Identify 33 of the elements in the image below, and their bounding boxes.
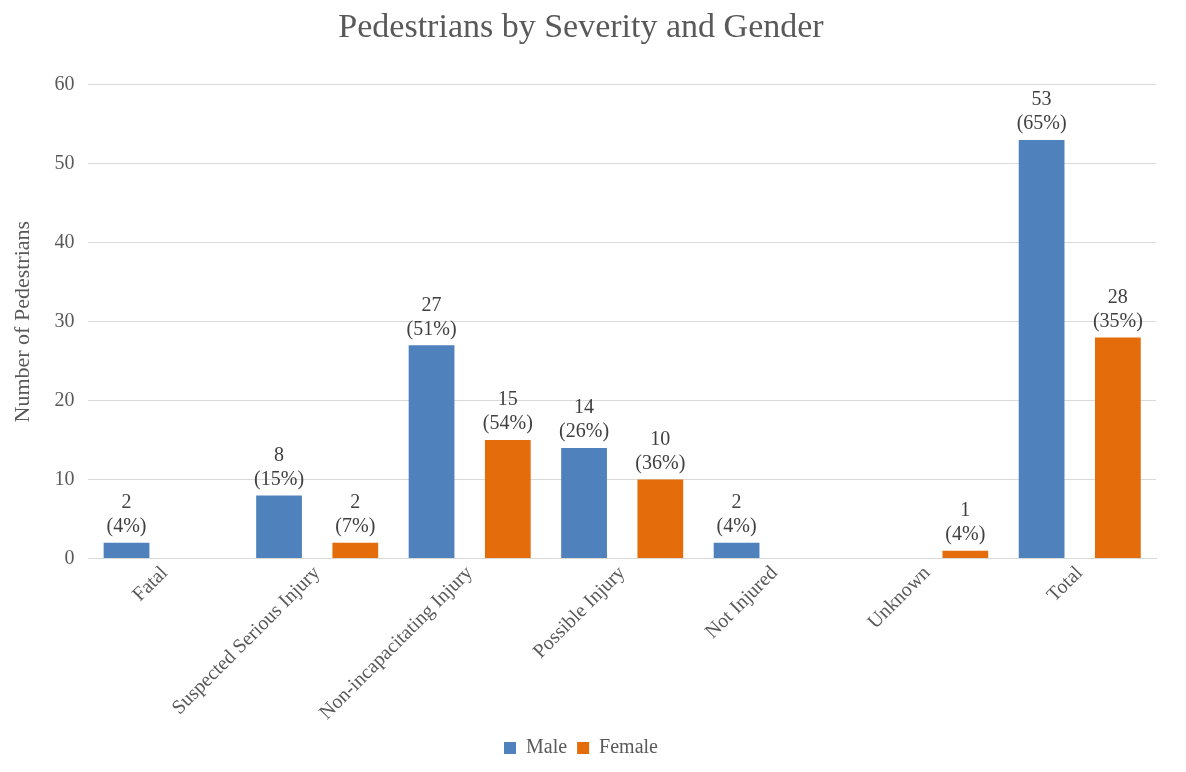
- data-label: 53 (65%): [1016, 87, 1067, 135]
- bar: [103, 542, 150, 559]
- y-tick-label: 0: [64, 545, 75, 568]
- bar: [713, 542, 760, 559]
- data-label: 27 (51%): [406, 292, 457, 340]
- bar: [1094, 337, 1141, 559]
- y-tick-label: 30: [54, 308, 75, 331]
- legend-label: Female: [599, 735, 659, 758]
- bar: [256, 495, 302, 559]
- data-label: 15 (54%): [482, 387, 533, 435]
- data-label: 14 (26%): [559, 395, 610, 443]
- data-label: 2 (4%): [716, 490, 757, 538]
- data-label: 2 (4%): [106, 490, 147, 538]
- y-tick-label: 50: [54, 151, 75, 174]
- bar: [408, 345, 455, 559]
- bar: [561, 448, 607, 559]
- y-tick-label: 20: [54, 387, 75, 410]
- bar: [484, 440, 531, 559]
- y-tick-label: 40: [54, 229, 75, 252]
- bar: [332, 542, 379, 559]
- legend-label: Male: [526, 735, 568, 758]
- data-label: 28 (35%): [1092, 284, 1143, 332]
- data-label: 10 (36%): [635, 426, 686, 474]
- y-tick-label: 10: [54, 466, 75, 489]
- data-label: 1 (4%): [945, 497, 986, 545]
- chart-title: Pedestrians by Severity and Gender: [338, 7, 825, 45]
- bar: [637, 479, 684, 559]
- data-label: 2 (7%): [335, 490, 376, 538]
- bar: [942, 550, 989, 559]
- y-axis-title: Number of Pedestrians: [8, 220, 34, 423]
- y-tick-label: 60: [54, 72, 75, 95]
- bar: [1018, 140, 1065, 559]
- data-label: 8 (15%): [254, 442, 305, 490]
